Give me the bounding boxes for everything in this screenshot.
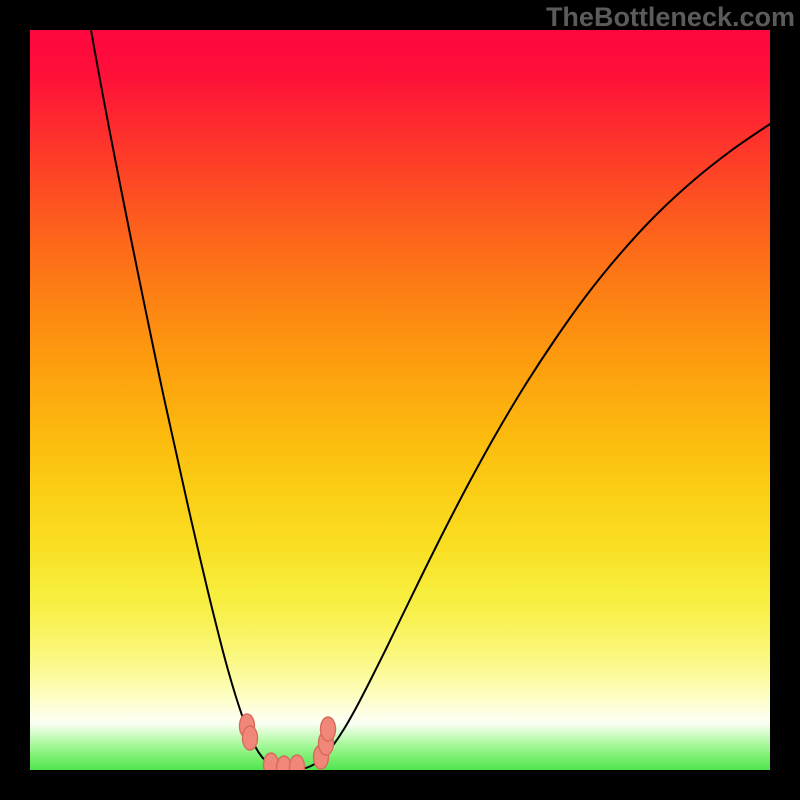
bottleneck-chart <box>0 0 800 800</box>
sweet-spot-marker <box>321 717 336 741</box>
sweet-spot-marker <box>243 726 258 750</box>
watermark-text: TheBottleneck.com <box>546 2 795 33</box>
gradient-background <box>30 30 770 770</box>
